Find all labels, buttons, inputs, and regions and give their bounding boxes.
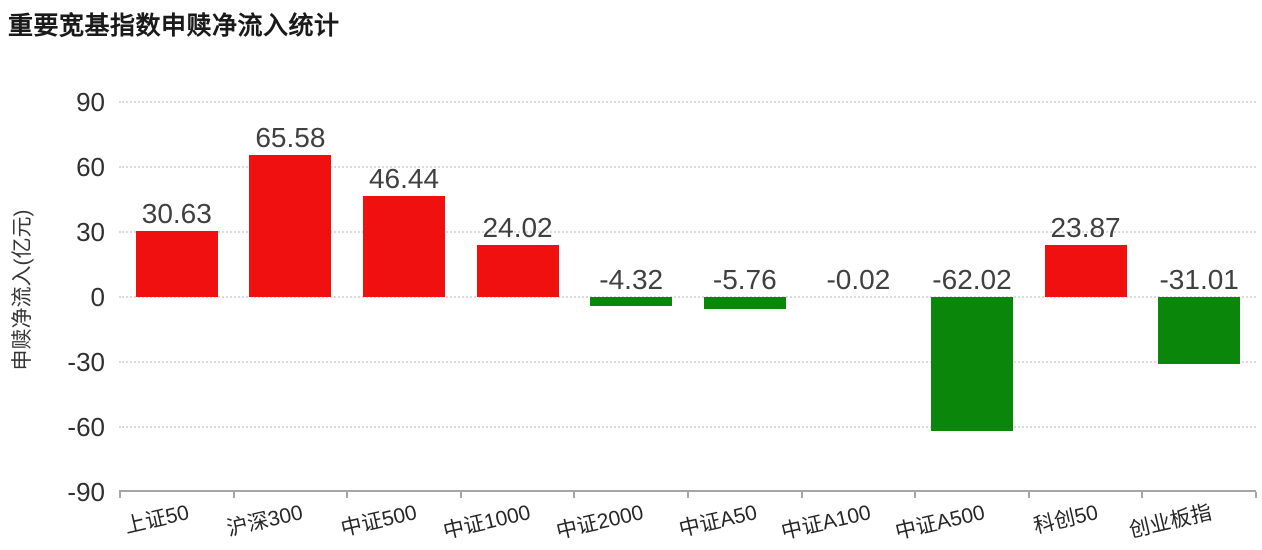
y-gridline — [119, 231, 1256, 233]
x-category-label: 中证1000 — [440, 501, 533, 544]
x-axis-tick — [1027, 492, 1030, 498]
x-category-label: 中证A100 — [779, 501, 874, 544]
x-axis-line — [119, 490, 1256, 492]
x-axis-tick — [346, 492, 349, 498]
bar-value-label: -62.02 — [932, 264, 1012, 295]
y-gridline — [119, 101, 1256, 103]
x-category-label: 中证A50 — [677, 501, 760, 542]
bar-value-label: 46.44 — [368, 163, 440, 195]
bar-value-label: 30.63 — [141, 197, 212, 229]
bar-value-label: -4.32 — [599, 264, 664, 295]
y-tick-label: 30 — [76, 217, 105, 247]
bar-positive — [363, 196, 445, 297]
y-tick-label: -60 — [67, 412, 105, 442]
y-tick-label: 0 — [90, 282, 105, 312]
bar-value-label: -5.76 — [712, 264, 777, 295]
x-category-label: 沪深300 — [225, 501, 306, 541]
bar-value-label: 65.58 — [255, 121, 326, 153]
x-category-label: 上证50 — [122, 501, 192, 539]
bar-value-label: 24.02 — [482, 211, 553, 243]
x-axis-tick — [1141, 492, 1144, 498]
bar-value-label: -31.01 — [1159, 264, 1239, 295]
y-tick-label: -30 — [67, 347, 105, 377]
bar-positive — [135, 230, 218, 297]
y-gridline — [119, 361, 1256, 363]
x-category-label: 中证500 — [338, 501, 419, 541]
y-gridline — [119, 166, 1256, 168]
x-category-label: 科创50 — [1031, 501, 1101, 539]
bar-negative — [590, 297, 673, 307]
bar-value-label: 23.87 — [1050, 212, 1121, 244]
x-axis-tick — [232, 492, 235, 498]
bar-negative — [703, 297, 786, 310]
x-axis-tick — [914, 492, 917, 498]
x-axis-tick — [687, 492, 689, 498]
bar-positive — [249, 154, 332, 297]
bar-value-label: -0.02 — [826, 264, 891, 295]
x-category-label: 中证A500 — [893, 501, 987, 544]
x-axis-tick — [1255, 492, 1257, 498]
bar-positive — [1044, 245, 1127, 297]
chart-title: 重要宽基指数申赎净流入统计 — [8, 12, 340, 40]
y-tick-label: -90 — [67, 477, 105, 507]
y-tick-label: 60 — [76, 152, 105, 182]
bar-negative — [1158, 297, 1241, 365]
bar-positive — [476, 244, 559, 297]
x-axis-tick — [573, 492, 576, 498]
y-gridline — [119, 426, 1256, 428]
x-axis-tick — [119, 492, 121, 498]
y-tick-label: 90 — [76, 87, 105, 117]
x-axis-tick — [459, 492, 462, 498]
x-axis-tick — [800, 492, 803, 498]
x-category-label: 中证2000 — [554, 501, 647, 544]
bar-negative — [931, 297, 1013, 432]
y-gridline — [119, 296, 1256, 298]
x-category-label: 创业板指 — [1127, 501, 1215, 543]
